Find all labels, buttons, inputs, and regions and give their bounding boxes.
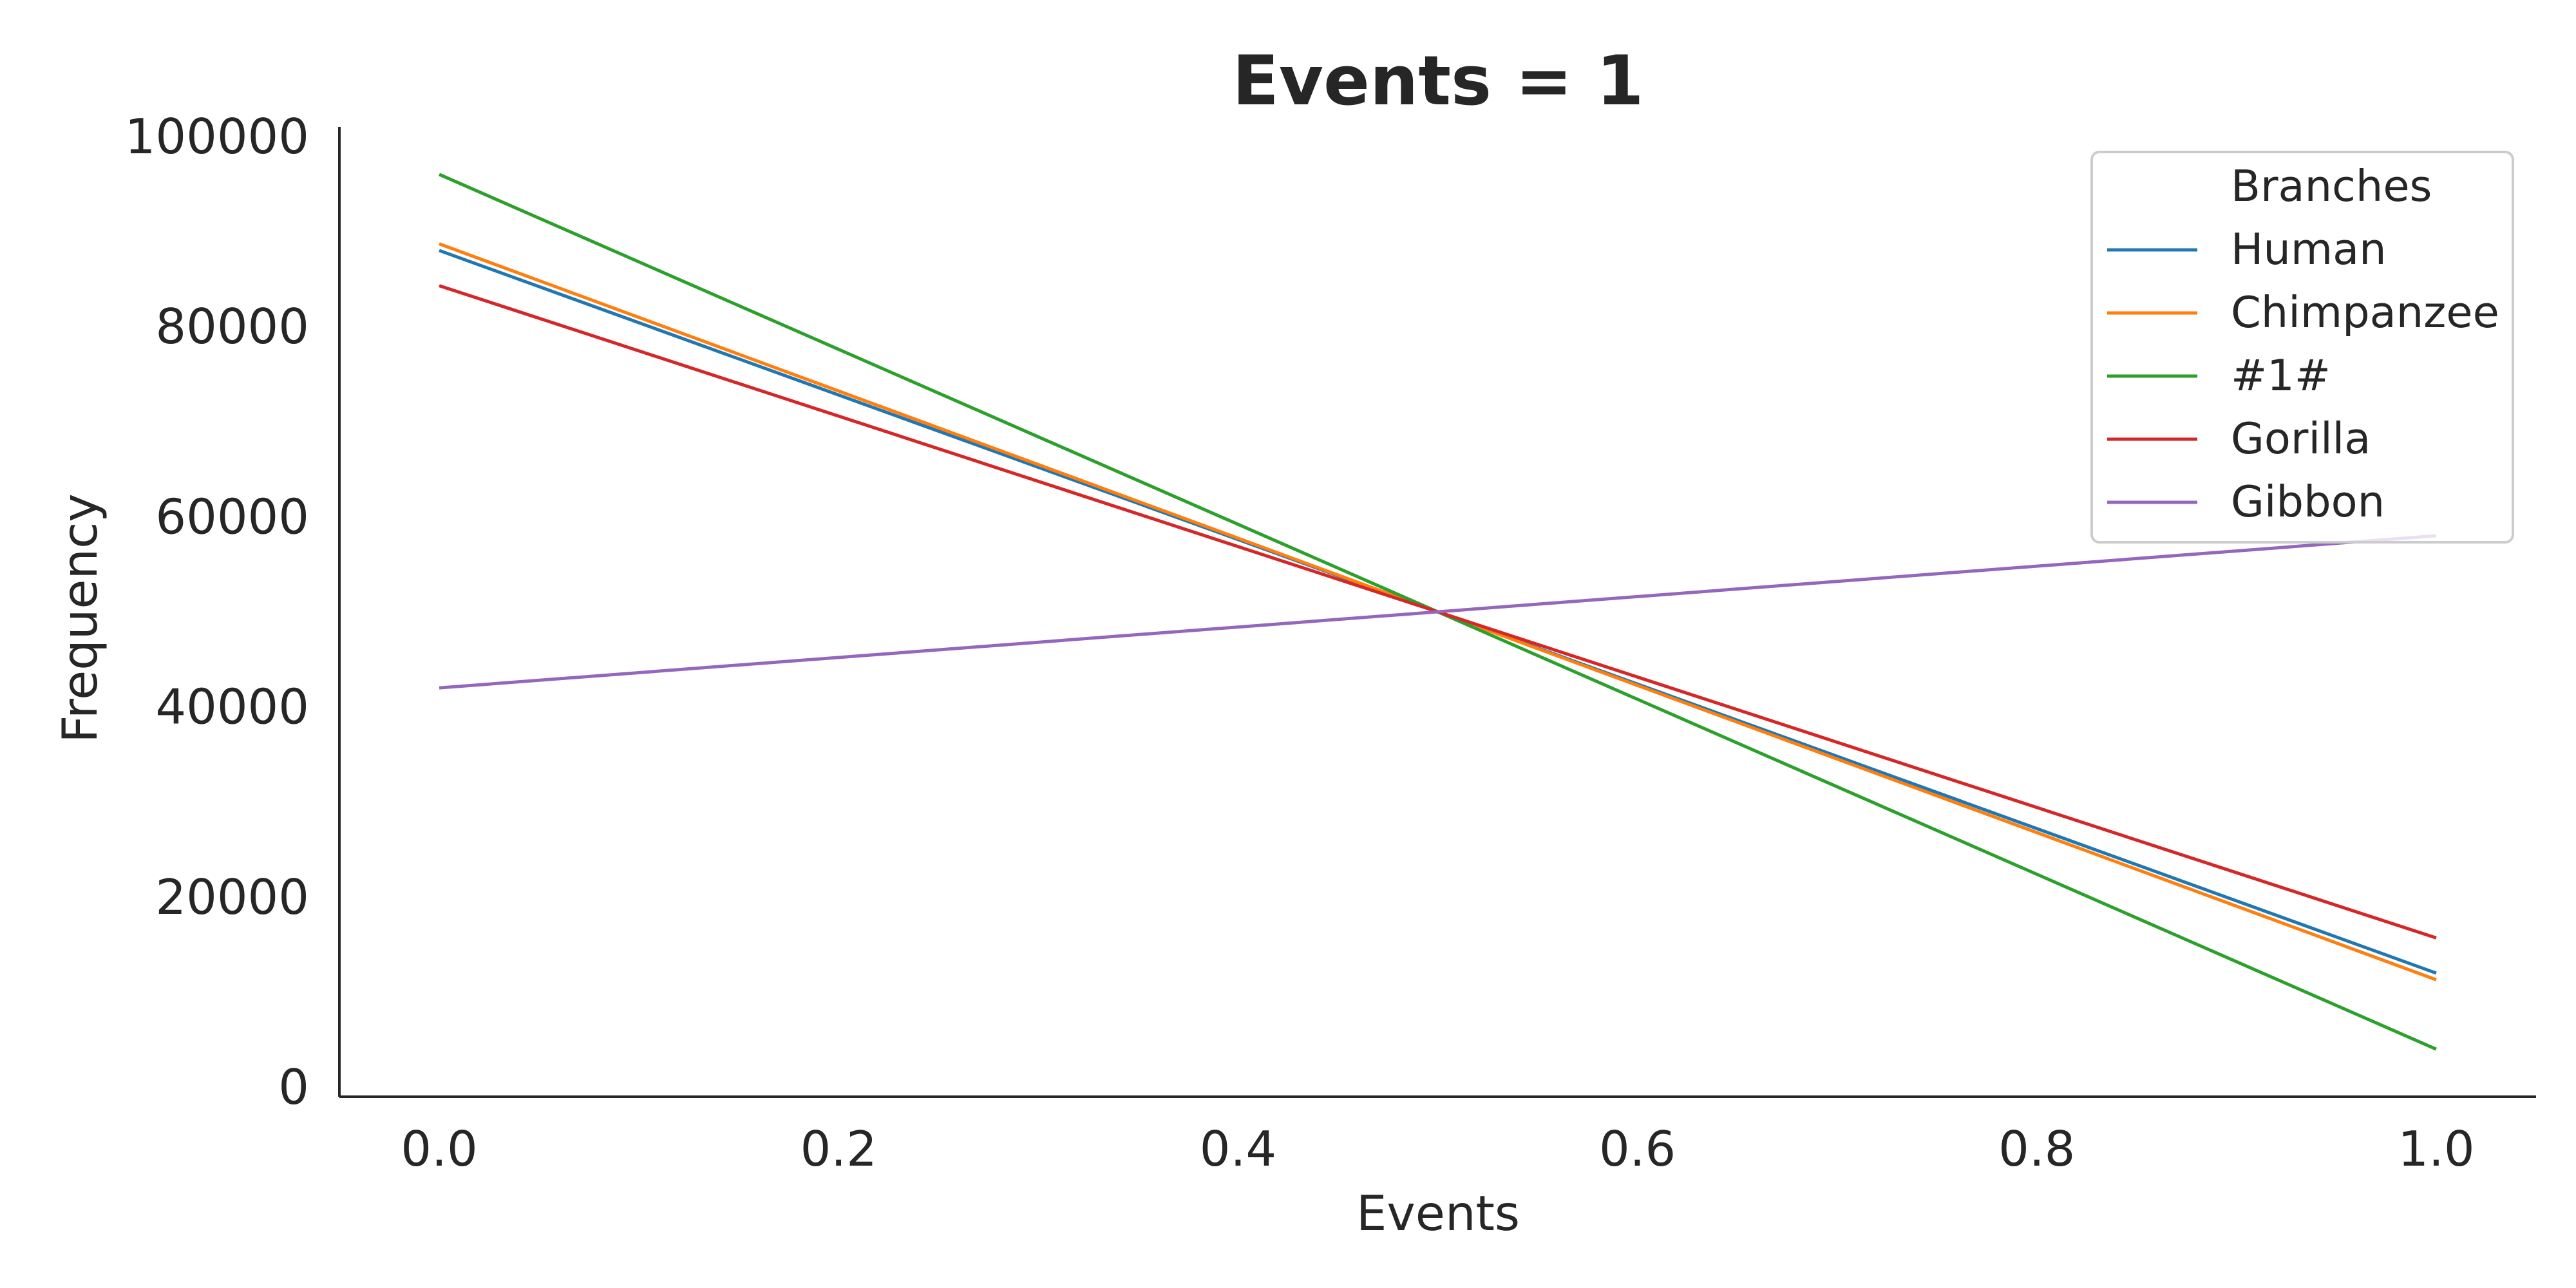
- legend-label-3: Gorilla: [2231, 413, 2371, 464]
- y-tick-label: 20000: [155, 869, 309, 925]
- series-line-4: [439, 534, 2437, 690]
- x-tick-group: 0.0 0.2 0.4 0.6 0.8 1.0: [401, 1121, 2474, 1177]
- y-tick-label: 60000: [155, 488, 309, 545]
- legend-label-0: Human: [2231, 224, 2387, 274]
- x-tick-label: 0.6: [1599, 1121, 1676, 1177]
- x-tick-label: 0.8: [1998, 1121, 2075, 1177]
- chart-title: Events = 1: [1232, 41, 1643, 120]
- x-tick-label: 1.0: [2398, 1121, 2474, 1177]
- legend-label-1: Chimpanzee: [2231, 287, 2499, 337]
- y-tick-label: 80000: [155, 298, 309, 355]
- legend-label-2: #1#: [2231, 350, 2331, 401]
- legend: Branches Human Chimpanzee #1# Gorilla Gibbon: [2090, 151, 2514, 544]
- legend-label-4: Gibbon: [2231, 477, 2385, 527]
- legend-title: Branches: [2231, 161, 2432, 211]
- y-tick-label: 100000: [125, 108, 309, 165]
- legend-items: Human Chimpanzee #1# Gorilla Gibbon: [2107, 224, 2499, 527]
- x-tick-label: 0.2: [800, 1121, 877, 1177]
- series-group: [439, 173, 2437, 1051]
- y-tick-label: 40000: [155, 679, 309, 735]
- y-tick-group: 0 20000 40000 60000 80000 100000: [125, 108, 309, 1115]
- y-tick-label: 0: [278, 1059, 309, 1115]
- x-tick-label: 0.4: [1200, 1121, 1276, 1177]
- x-axis-label: Events: [1356, 1185, 1520, 1242]
- x-tick-label: 0.0: [401, 1121, 477, 1177]
- y-axis-label: Frequency: [52, 493, 108, 743]
